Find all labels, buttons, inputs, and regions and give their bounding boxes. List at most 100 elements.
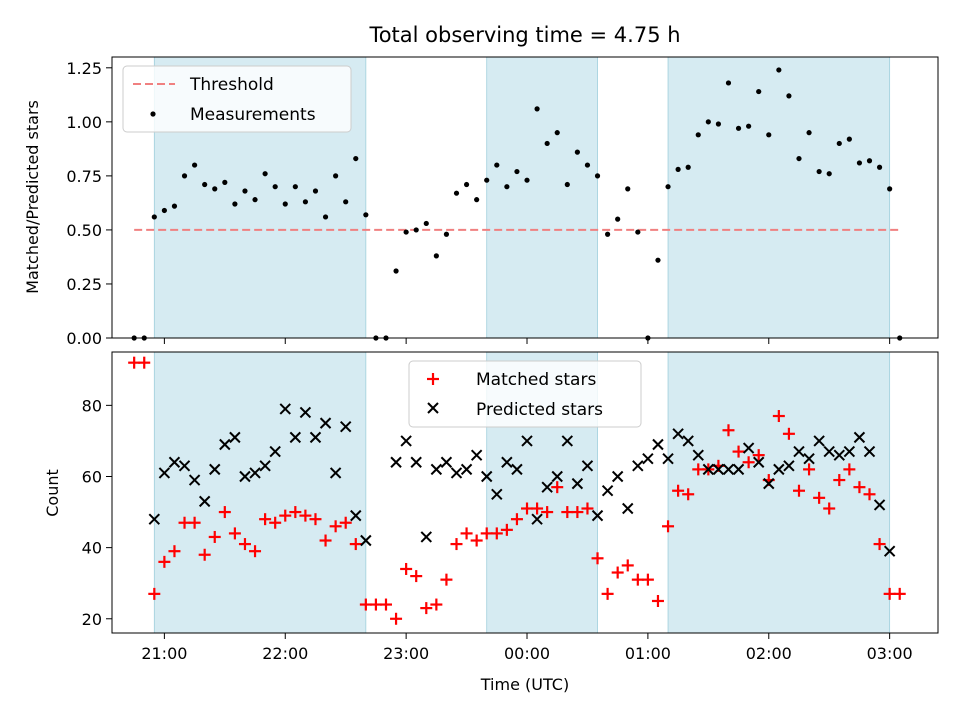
predicted-star-point [883,545,896,557]
matched-star-point [732,445,745,458]
measurement-point [433,253,439,259]
y-tick-label: 40 [82,539,102,558]
matched-star-point [359,598,372,611]
measurement-point [574,149,580,155]
measurement-point [333,173,339,179]
predicted-star-point [259,460,271,472]
matched-star-point [128,356,141,369]
matched-star-point [772,410,785,423]
bottom-legend: Matched stars Predicted stars [408,360,642,428]
top-y-axis-label: Matched/Predicted stars [23,100,42,294]
matched-star-point [238,538,251,551]
predicted-star-point [873,499,886,511]
measurement-point [655,257,661,263]
legend-predicted-swatch [427,402,439,414]
matched-star-point [410,570,423,583]
bottom-legend-box [408,360,642,428]
top-y-ticks: 0.00 0.25 0.50 0.75 1.00 1.25 [66,59,112,348]
predicted-star-point [178,460,191,472]
matched-star-point [692,463,705,476]
y-tick-label: 0.00 [66,329,102,348]
bottom-y-axis-label: Count [43,469,62,517]
measurement-point [252,197,258,203]
observing-band-3 [667,352,891,633]
measurement-point [202,181,208,188]
y-tick-label: 1.25 [66,59,102,78]
predicted-star-point [632,460,644,472]
matched-star-point [621,559,634,572]
y-tick-label: 0.25 [66,275,102,294]
measurement-point [463,181,470,188]
matched-star-point [208,530,221,543]
measurement-point [322,214,329,220]
measurement-point [756,88,762,95]
measurement-point [826,171,832,177]
predicted-star-point [581,460,594,472]
measurement-point [504,184,510,190]
predicted-star-point [773,463,785,476]
measurement-point [484,177,490,183]
measurement-point [423,220,429,227]
measurement-point [846,136,852,142]
predicted-star-point [511,463,523,476]
predicted-star-point [682,435,694,447]
predicted-star-point [450,467,463,479]
measurement-point [312,188,319,194]
predicted-star-point [269,445,281,458]
predicted-star-point [732,463,745,476]
predicted-star-point [652,438,664,451]
matched-star-point [319,534,332,547]
matched-star-point [853,481,866,494]
measurement-point [272,184,278,190]
predicted-star-point [219,438,231,451]
matched-star-point [168,545,181,558]
measurement-point [876,164,883,170]
measurement-point [866,158,873,164]
matched-star-point [863,488,876,501]
matched-star-point [379,598,392,611]
y-tick-label: 0.50 [66,221,102,240]
predicted-star-point [390,456,402,468]
matched-star-point [369,598,382,611]
predicted-star-point [491,488,503,500]
measurement-point [594,173,601,179]
predicted-star-point [541,481,553,493]
predicted-star-point [611,470,624,483]
measurement-point [887,186,893,192]
measurement-point [605,231,611,237]
predicted-star-point [319,417,332,429]
matched-star-point [500,523,513,536]
matched-star-point [601,587,614,600]
matched-star-point [722,424,735,437]
matched-star-point [651,594,664,607]
matched-star-point [752,449,765,462]
measurement-point [413,227,419,233]
matched-star-point [551,481,564,494]
predicted-star-point [198,495,211,508]
matched-star-point [279,509,292,522]
measurement-point [403,229,409,235]
matched-star-point [893,587,906,600]
measurement-point [453,190,460,196]
matched-star-point [631,573,644,586]
predicted-star-point [410,456,422,468]
predicted-star-point [833,449,845,461]
predicted-star-point [551,470,563,483]
x-tick-label: 03:00 [867,644,913,663]
measurement-point [554,130,560,136]
matched-star-point [883,587,896,600]
measurement-point [494,162,500,168]
predicted-star-point [158,467,171,479]
predicted-star-point [430,463,443,476]
predicted-star-point [783,460,795,472]
matched-star-point [269,516,282,529]
measurement-point [363,212,369,218]
matched-star-point [782,427,795,440]
y-tick-label: 80 [82,396,102,415]
observing-band-3 [667,57,891,338]
top-legend-box [122,65,352,133]
measurement-point [635,229,641,235]
predicted-star-point [662,453,674,465]
measurement-point [262,171,268,177]
predicted-star-point [793,445,805,458]
